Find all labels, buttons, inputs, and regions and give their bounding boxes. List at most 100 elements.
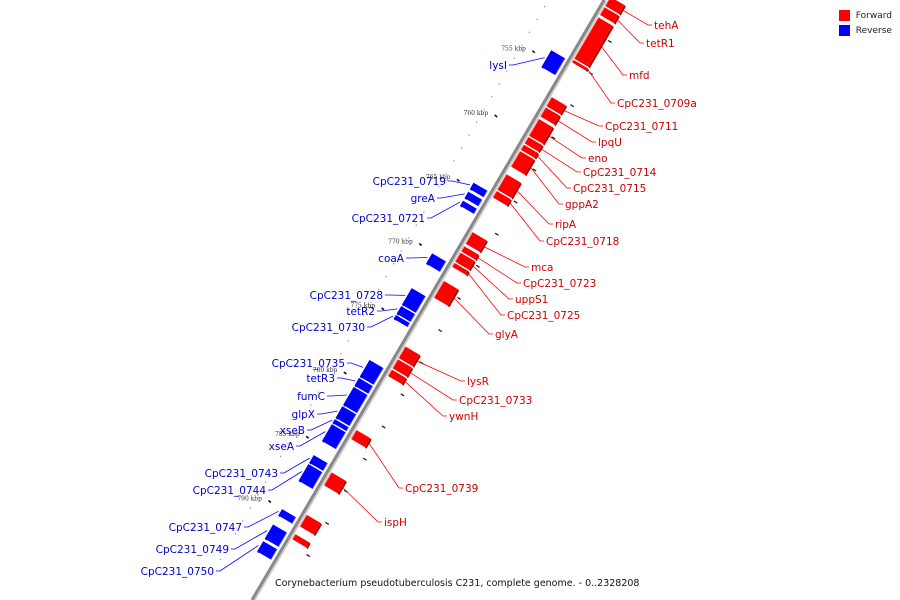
reverse-gene[interactable] [393, 315, 411, 328]
position-dot [340, 352, 342, 355]
reverse-gene[interactable] [460, 200, 478, 215]
forward-gene[interactable] [299, 514, 322, 537]
forward-leader [477, 257, 521, 284]
reverse-gene[interactable] [332, 419, 350, 432]
forward-gene[interactable] [497, 174, 522, 200]
forward-gene[interactable] [520, 144, 540, 160]
legend-forward-label: Forward [855, 10, 892, 21]
position-dot [521, 44, 523, 46]
forward-gene[interactable] [599, 6, 620, 25]
gene-shade [406, 367, 414, 379]
reverse-gene[interactable] [426, 253, 447, 272]
forward-gene[interactable] [524, 136, 544, 154]
forward-gene[interactable] [571, 59, 589, 73]
position-dot [257, 494, 259, 496]
tick-mark [531, 50, 536, 54]
gene-shade [401, 377, 408, 386]
reverse-leader [337, 377, 356, 382]
position-dot [400, 250, 402, 252]
forward-gene[interactable] [604, 0, 626, 16]
reverse-gene[interactable] [322, 424, 347, 450]
gene-highlight [410, 313, 416, 323]
reverse-gene-label: fumC [297, 391, 325, 403]
minor-tick [306, 553, 311, 558]
minor-tick [381, 425, 386, 429]
forward-gene[interactable] [350, 429, 372, 449]
position-dot [453, 160, 455, 162]
forward-gene[interactable] [460, 246, 480, 262]
position-dot [355, 327, 357, 329]
position-dot [491, 95, 493, 98]
gene-highlight [497, 174, 507, 190]
forward-gene[interactable] [454, 252, 476, 272]
forward-gene[interactable] [291, 533, 311, 550]
gene-box [524, 137, 543, 152]
forward-gene[interactable] [528, 118, 555, 146]
reverse-gene-label: glpX [292, 409, 315, 421]
gene-box [393, 315, 410, 327]
forward-gene[interactable] [465, 231, 488, 254]
forward-gene-label: ywnH [449, 411, 478, 423]
reverse-gene[interactable] [469, 182, 488, 198]
reverse-gene[interactable] [298, 464, 323, 490]
reverse-gene[interactable] [309, 455, 328, 472]
position-dot [536, 18, 538, 21]
gene-highlight [510, 150, 521, 167]
position-dot [242, 520, 244, 522]
forward-gene[interactable] [539, 107, 561, 127]
forward-leader [484, 246, 529, 268]
reverse-gene[interactable] [541, 50, 566, 76]
minor-tick [475, 264, 480, 268]
legend-forward: Forward [838, 8, 892, 23]
forward-gene[interactable] [433, 280, 460, 308]
forward-gene[interactable] [451, 262, 470, 277]
gene-highlight [291, 533, 296, 540]
reverse-leader [377, 308, 398, 312]
gene-box [540, 107, 560, 125]
gene-box [599, 7, 619, 23]
gene-highlight [451, 262, 455, 267]
gene-shade [524, 159, 536, 177]
forward-gene[interactable] [492, 190, 512, 208]
forward-gene[interactable] [323, 472, 347, 496]
reverse-gene-label: greA [411, 193, 436, 205]
forward-gene[interactable] [573, 17, 614, 69]
forward-gene-label: glyA [495, 329, 519, 341]
reverse-gene[interactable] [257, 541, 278, 560]
reverse-leader [268, 471, 303, 491]
gene-shade [619, 5, 626, 16]
position-dot [295, 430, 297, 432]
forward-gene[interactable] [392, 359, 414, 379]
reverse-gene[interactable] [335, 406, 357, 427]
reverse-leader [327, 394, 347, 397]
reverse-swatch [838, 25, 850, 36]
reverse-gene-label: lysI [489, 60, 507, 72]
tick-mark [456, 178, 460, 182]
reverse-gene[interactable] [278, 509, 297, 524]
reverse-gene[interactable] [464, 191, 483, 207]
gene-box [572, 59, 588, 71]
position-dot [317, 391, 319, 393]
position-dot [332, 365, 334, 368]
forward-leader [410, 372, 457, 401]
forward-gene[interactable] [546, 96, 567, 116]
position-dot [249, 507, 252, 509]
reverse-gene[interactable] [354, 378, 374, 395]
forward-gene[interactable] [387, 369, 408, 386]
forward-gene[interactable] [398, 346, 421, 368]
reverse-gene[interactable] [264, 524, 288, 547]
reverse-gene[interactable] [343, 387, 368, 414]
gene-box [299, 514, 321, 535]
gene-features[interactable] [257, 0, 626, 560]
reverse-gene[interactable] [359, 360, 384, 386]
forward-gene[interactable] [510, 150, 536, 177]
reverse-gene[interactable] [396, 306, 416, 323]
gene-highlight [335, 432, 347, 450]
gene-highlight [478, 199, 483, 207]
gene-box [278, 509, 296, 524]
position-dot [310, 404, 312, 406]
reverse-gene[interactable] [402, 288, 426, 314]
genome-caption: Corynebacterium pseudotuberculosis C231,… [275, 578, 640, 589]
reverse-gene-label: CpC231_0749 [156, 544, 229, 556]
